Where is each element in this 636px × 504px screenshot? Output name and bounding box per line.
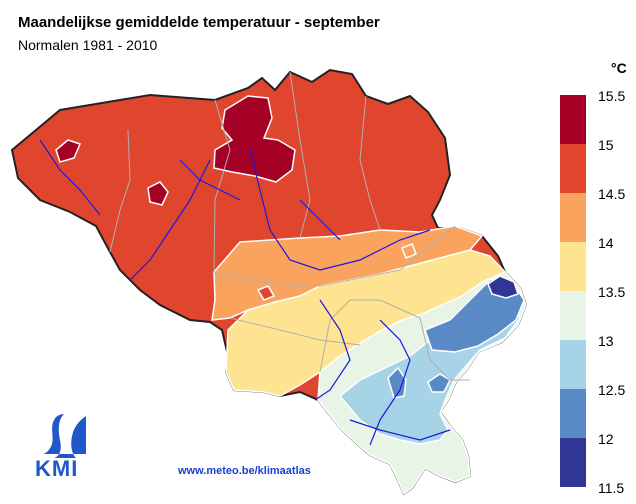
legend-label: 12 (598, 431, 614, 447)
region-12-spot-1 (387, 366, 407, 399)
region-red-spot (256, 285, 276, 301)
province-boundaries (109, 71, 470, 381)
region-orange-spot (401, 243, 417, 259)
legend-swatch-13-13-5 (560, 291, 586, 340)
legend-swatch-12-12-5 (560, 389, 586, 438)
region-12-spot-2 (427, 373, 451, 393)
legend-swatch-12-5-13 (560, 340, 586, 389)
region-15-spot-1 (55, 139, 82, 163)
legend-swatch-13-5-14 (560, 242, 586, 291)
legend-swatch-14-14-5 (560, 193, 586, 242)
map-title: Maandelijkse gemiddelde temperatuur - se… (18, 14, 380, 31)
legend-label: 15 (598, 137, 614, 153)
region-15-15-5 (213, 95, 296, 183)
map-subtitle: Normalen 1981 - 2010 (18, 37, 158, 53)
legend-swatch-15-15-5 (560, 95, 586, 144)
region-11-5-12 (487, 275, 519, 299)
legend-label: 12.5 (598, 382, 626, 398)
legend-label: 15.5 (598, 88, 626, 104)
legend-label: 13.5 (598, 284, 626, 300)
legend-swatch-14-5-15 (560, 144, 586, 193)
legend-swatch-11-5-12 (560, 438, 586, 487)
legend-label: 14.5 (598, 186, 626, 202)
region-15-spot-2 (147, 181, 169, 206)
legend-label: 14 (598, 235, 614, 251)
kmi-logo (42, 414, 86, 458)
legend-label: 13 (598, 333, 614, 349)
legend-label: 11.5 (598, 480, 625, 496)
legend-bar (560, 95, 586, 487)
rivers (39, 139, 451, 446)
legend-unit: °C (611, 60, 627, 76)
kmi-logo-text: KMI (35, 456, 79, 481)
klimaatlas-link[interactable]: www.meteo.be/klimaatlas (178, 465, 311, 477)
